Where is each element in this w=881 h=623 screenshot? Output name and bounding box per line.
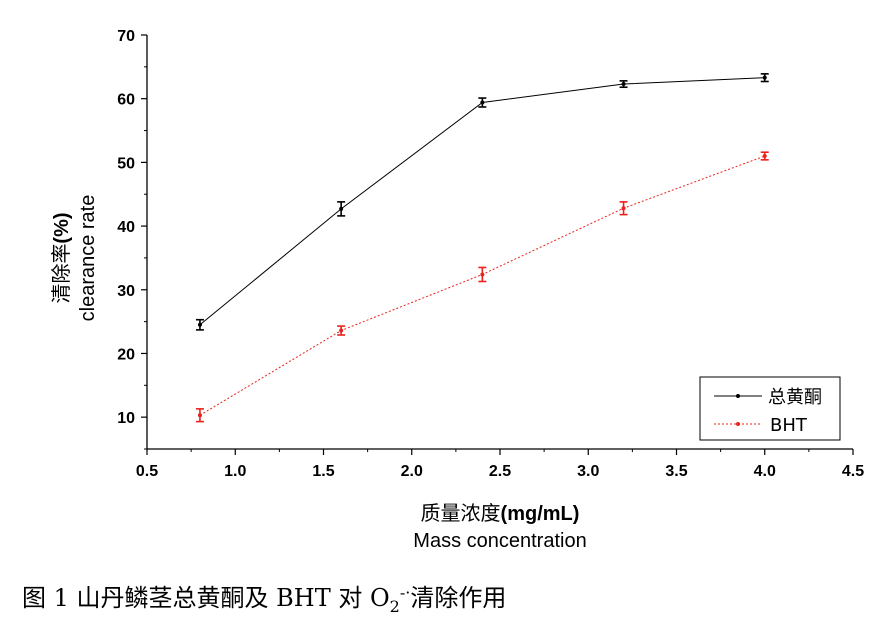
x-tick-label: 1.0 bbox=[224, 463, 246, 480]
series-line bbox=[199, 77, 765, 326]
caption-subscript: 2 bbox=[390, 597, 400, 616]
x-axis-title-cn: 质量浓度 bbox=[421, 501, 501, 525]
y-axis-title-unit: (%) bbox=[51, 212, 73, 243]
y-axis-title-line2: clearance rate bbox=[77, 195, 99, 322]
y-axis-title: 清除率(%) clearance rate bbox=[49, 195, 99, 322]
caption-prefix: 图 1 山丹鳞茎总黄酮及 BHT 对 O bbox=[22, 584, 390, 612]
data-point bbox=[339, 206, 344, 211]
data-point bbox=[762, 154, 767, 159]
x-tick-label: 1.5 bbox=[312, 463, 334, 480]
series-line bbox=[199, 155, 765, 416]
x-tick-label: 0.5 bbox=[136, 463, 158, 480]
legend-label-0: 总黄酮 bbox=[768, 387, 822, 408]
x-tick-label: 2.0 bbox=[401, 463, 423, 480]
legend-box bbox=[699, 376, 841, 441]
data-point bbox=[621, 82, 626, 87]
x-tick-label: 3.0 bbox=[577, 463, 599, 480]
x-tick-label: 2.5 bbox=[489, 463, 511, 480]
y-tick-label: 40 bbox=[117, 219, 135, 236]
series-1 bbox=[195, 151, 769, 423]
x-tick-label: 4.5 bbox=[842, 463, 864, 480]
y-axis-title-cn: 清除率 bbox=[49, 244, 73, 304]
y-tick-label: 30 bbox=[117, 283, 135, 300]
y-tick-label: 60 bbox=[117, 92, 135, 109]
y-tick-label: 20 bbox=[117, 346, 135, 363]
data-point bbox=[621, 206, 626, 211]
data-point bbox=[480, 100, 485, 105]
series-layer bbox=[195, 73, 769, 423]
legend-label-1: BHT bbox=[770, 415, 808, 436]
legend: 总黄酮 BHT bbox=[699, 376, 841, 441]
x-axis-title-unit: (mg/mL) bbox=[501, 503, 580, 525]
data-point bbox=[480, 272, 485, 277]
legend-marker-0 bbox=[736, 394, 740, 398]
data-point bbox=[339, 328, 344, 333]
data-point bbox=[197, 413, 202, 418]
y-axis-title-line1: 清除率(%) bbox=[49, 212, 73, 303]
x-tick-label: 4.0 bbox=[754, 463, 776, 480]
caption-superscript: -· bbox=[400, 583, 411, 602]
y-tick-label: 70 bbox=[117, 28, 135, 45]
figure-caption: 图 1 山丹鳞茎总黄酮及 BHT 对 O2-·清除作用 bbox=[22, 583, 506, 616]
data-point bbox=[197, 322, 202, 327]
x-axis-title: 质量浓度(mg/mL) Mass concentration bbox=[413, 501, 586, 552]
series-0 bbox=[195, 73, 769, 331]
x-ticks: 0.5 1.0 1.5 2.0 2.5 3.0 3.5 4.0 4.5 bbox=[136, 449, 864, 480]
legend-marker-1 bbox=[736, 422, 740, 426]
y-ticks: 10 20 30 40 50 60 70 bbox=[117, 28, 147, 450]
y-tick-label: 10 bbox=[117, 410, 135, 427]
x-axis-title-line2: Mass concentration bbox=[413, 530, 586, 552]
y-tick-label: 50 bbox=[117, 155, 135, 172]
x-axis-title-line1: 质量浓度(mg/mL) bbox=[421, 501, 580, 525]
data-point bbox=[762, 75, 767, 80]
caption-suffix: 清除作用 bbox=[410, 584, 506, 612]
x-tick-label: 3.5 bbox=[665, 463, 687, 480]
